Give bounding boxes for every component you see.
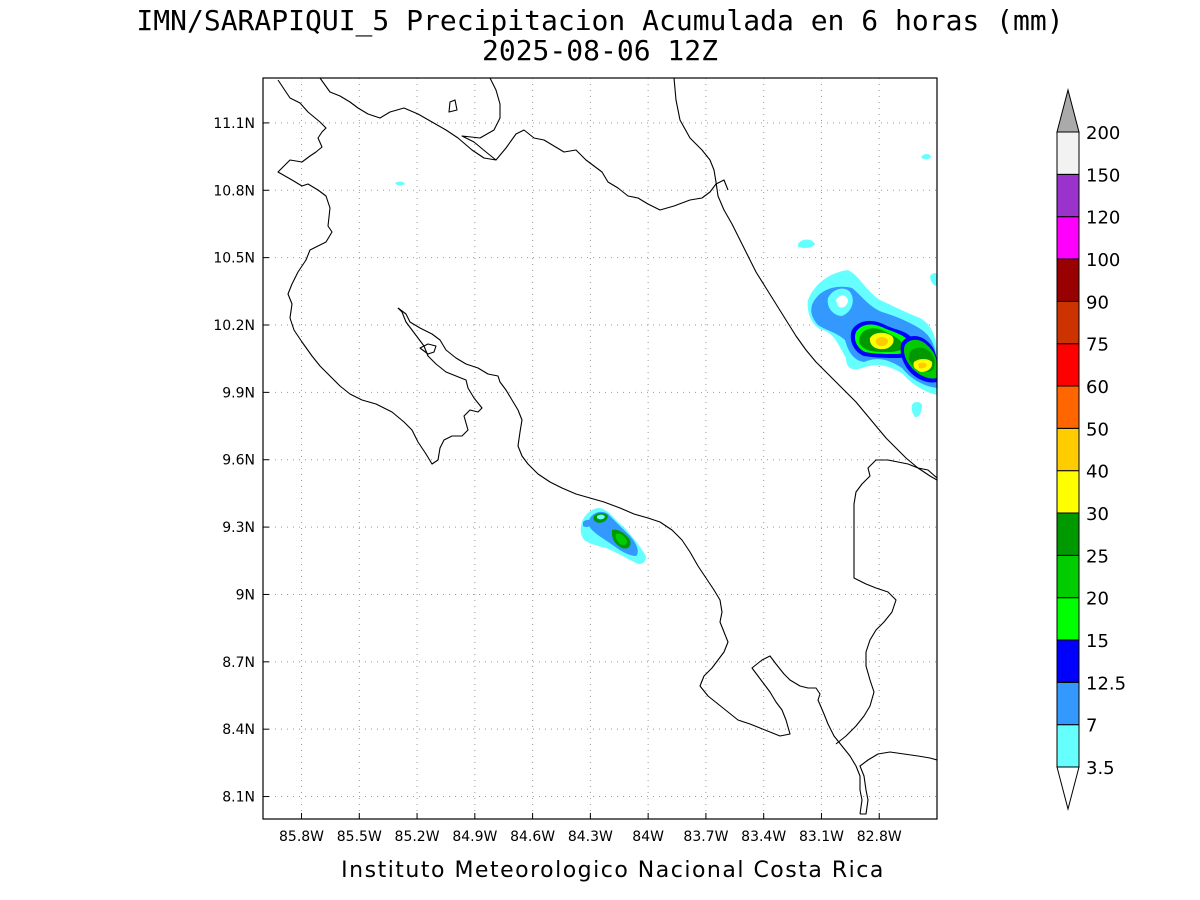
colorbar-label: 60 — [1086, 377, 1109, 398]
x-tick-label: 85.8W — [279, 829, 324, 845]
x-tick-label: 83.1W — [799, 829, 844, 845]
y-tick-label: 10.5N — [213, 251, 255, 267]
x-tick-label: 84W — [632, 829, 664, 845]
x-tick-label: 84.9W — [452, 829, 497, 845]
colorbar-label: 12.5 — [1086, 673, 1126, 694]
x-tick-label: 85.5W — [337, 829, 382, 845]
x-tick-label: 84.6W — [510, 829, 555, 845]
colorbar-swatch — [1056, 639, 1080, 683]
x-tick-label: 82.8W — [857, 829, 902, 845]
colorbar-swatch — [1056, 343, 1080, 387]
colorbar-label: 120 — [1086, 208, 1120, 229]
colorbar-label: 7 — [1086, 716, 1097, 737]
colorbar-swatch — [1056, 554, 1080, 599]
colorbar-swatch — [1056, 470, 1080, 514]
map-title: IMN/SARAPIQUI_5 Precipitacion Acumulada … — [136, 4, 1063, 38]
map-frame-border — [262, 77, 938, 820]
coastlines-and-borders — [277, 78, 937, 815]
colorbar-label: 30 — [1086, 504, 1109, 525]
colorbar-label: 40 — [1086, 462, 1109, 483]
colorbar-swatch — [1056, 258, 1080, 302]
map-subtitle-datetime: 2025-08-06 12Z — [482, 34, 718, 67]
colorbar-under-triangle — [1056, 766, 1080, 811]
map-panel: 85.8W 85.5W 85.2W 84.9W 84.6W 84.3W 84W 83.7W 83… — [213, 77, 938, 845]
x-tick-label: 83.4W — [741, 829, 786, 845]
colorbar-swatch — [1056, 385, 1080, 429]
colorbar-swatch — [1056, 512, 1080, 556]
footer-credit: Instituto Meteorologico Nacional Costa R… — [341, 858, 885, 883]
latitude-tick-labels: 11.1N 10.8N 10.5N 10.2N 9.9N 9.6N 9.3N 9N 8.7N 8.… — [213, 116, 269, 806]
y-tick-label: 11.1N — [213, 116, 255, 132]
colorbar-legend: 3.5 7 12.5 15 20 25 30 40 50 60 75 90 100 120 150 200 — [1056, 88, 1126, 811]
y-tick-label: 8.1N — [222, 790, 255, 806]
colorbar-swatch — [1056, 427, 1080, 472]
colorbar-label: 100 — [1086, 250, 1120, 271]
colorbar-swatch — [1056, 216, 1080, 260]
colorbar-label: 25 — [1086, 546, 1109, 567]
colorbar-label: 150 — [1086, 165, 1120, 186]
colorbar-swatch — [1056, 724, 1080, 768]
colorbar-label: 50 — [1086, 419, 1109, 440]
y-tick-label: 9.9N — [222, 385, 255, 401]
colorbar-label: 3.5 — [1086, 758, 1115, 779]
colorbar-label: 75 — [1086, 335, 1109, 356]
colorbar-swatch — [1056, 300, 1080, 345]
colorbar-over-triangle — [1056, 88, 1080, 133]
precip-cell-pacific — [580, 508, 646, 564]
map-frame-background — [263, 78, 937, 819]
lake-nicaragua-shore — [319, 78, 501, 161]
panama-coast-south — [859, 751, 937, 815]
colorbar-label: 15 — [1086, 631, 1109, 652]
y-tick-label: 8.4N — [222, 722, 255, 738]
precip-cell-ne — [395, 154, 937, 418]
colorbar-swatch — [1056, 131, 1080, 175]
longitude-tick-labels: 85.8W 85.5W 85.2W 84.9W 84.6W 84.3W 84W 83.7W 83… — [279, 813, 902, 845]
island-lake — [448, 99, 458, 113]
y-tick-label: 10.2N — [213, 318, 255, 334]
costa-rica-north-border — [495, 129, 729, 211]
x-tick-label: 83.7W — [683, 829, 728, 845]
nicaragua-border-north — [277, 79, 483, 465]
island-nicoya — [419, 343, 437, 355]
y-tick-label: 9.3N — [222, 520, 255, 536]
colorbar-label: 90 — [1086, 292, 1109, 313]
colorbar-swatch — [1056, 597, 1080, 641]
y-tick-label: 10.8N — [213, 183, 255, 199]
colorbar-label: 20 — [1086, 589, 1109, 610]
x-tick-label: 84.3W — [568, 829, 613, 845]
panama-border — [835, 459, 937, 745]
precipitation-contours — [395, 154, 937, 564]
x-tick-label: 85.2W — [395, 829, 440, 845]
y-tick-label: 8.7N — [222, 655, 255, 671]
nicoya-gulf-east — [397, 307, 863, 815]
y-tick-label: 9N — [236, 587, 255, 603]
y-tick-label: 9.6N — [222, 453, 255, 469]
colorbar-swatch — [1056, 681, 1080, 726]
colorbar-label: 200 — [1086, 123, 1120, 144]
caribbean-coast — [673, 78, 937, 481]
colorbar-swatch — [1056, 173, 1080, 218]
